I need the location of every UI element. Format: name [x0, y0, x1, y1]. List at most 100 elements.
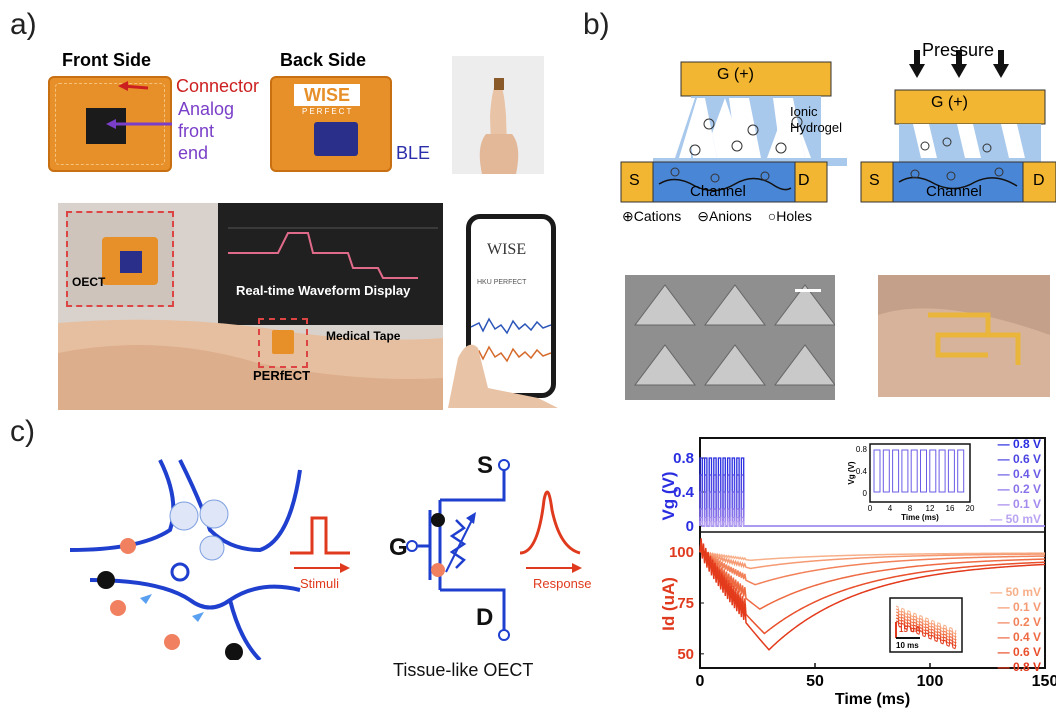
bottom-legend-entry: — 0.1 V	[998, 600, 1041, 614]
front-side-title: Front Side	[62, 50, 151, 70]
top-legend-entry: — 0.8 V	[998, 437, 1041, 451]
xtick-label: 50	[806, 673, 824, 690]
inset-trace	[895, 620, 957, 650]
bottom-series-line	[699, 544, 1046, 610]
gate-label-left: G (+)	[717, 66, 754, 83]
channel-label-left: Channel	[690, 183, 746, 200]
panel-b-schematics	[620, 50, 1056, 203]
top-legend-entry: — 0.1 V	[998, 497, 1041, 511]
monitor-text: Real-time Waveform Display	[236, 283, 411, 298]
x-axis-label: Time (ms)	[835, 691, 910, 708]
inset-pulse	[910, 449, 918, 493]
inset-trace	[895, 608, 957, 638]
inset-pulse	[938, 449, 946, 493]
inset-xlabel: Time (ms)	[901, 513, 939, 522]
top-series-line	[699, 521, 1045, 527]
inset-pulse	[873, 449, 881, 493]
legend-anions: ⊖Anions	[697, 208, 752, 224]
channel-label-right: Channel	[926, 183, 982, 200]
inset-xtick: 4	[888, 504, 893, 513]
top-legend-entry: — 0.4 V	[998, 467, 1041, 481]
inset-ytick: 0.8	[856, 445, 868, 454]
inset-pulse	[901, 449, 909, 493]
bottom-series-line	[699, 538, 1046, 651]
top-legend-entry: — 0.6 V	[998, 452, 1041, 466]
oect-caption: Tissue-like OECT	[393, 660, 534, 680]
inset-scale-x-label: 10 ms	[896, 641, 919, 650]
top-ytick-label: 0.4	[673, 484, 695, 501]
phone-photo: WISE HKU PERFECT	[448, 208, 558, 408]
bottom-ylabel: Id (uA)	[660, 577, 678, 631]
inset-trace	[895, 617, 957, 647]
inset-xtick: 12	[926, 504, 935, 513]
bottom-legend-entry: — 0.8 V	[998, 660, 1041, 674]
inset-xtick: 8	[908, 504, 913, 513]
top-ytick-label: 0	[686, 518, 694, 535]
back-side-title: Back Side	[280, 50, 367, 70]
xtick-label: 150	[1032, 673, 1056, 690]
back-board-image: WISE PERFECT	[270, 76, 392, 172]
inset-pulse	[929, 449, 937, 493]
source-label-left: S	[629, 172, 640, 189]
source-terminal-label: S	[477, 452, 494, 479]
perfect-label: PERfECT	[253, 368, 311, 383]
legend-cations: ⊕Cations	[622, 208, 682, 224]
afe-label: Analog front end	[178, 99, 235, 163]
panel-c-schematic	[69, 459, 582, 660]
inset-pulse	[920, 449, 927, 493]
inset-pulse	[882, 449, 890, 493]
pressure-label: Pressure	[922, 40, 995, 60]
top-legend-entry: — 50 mV	[990, 512, 1041, 526]
inset-trace	[895, 614, 957, 644]
panel-label-b: b)	[583, 8, 610, 41]
bottom-legend-entry: — 0.4 V	[998, 630, 1041, 644]
bottom-series-line	[699, 548, 1046, 570]
bottom-legend-entry: — 50 mV	[990, 585, 1041, 599]
inset-pulse	[892, 449, 900, 493]
drain-terminal-label: D	[476, 604, 494, 631]
bottom-legend-entry: — 0.6 V	[998, 645, 1041, 659]
connector-label: Connector	[176, 76, 260, 96]
inset-xtick: 16	[946, 504, 955, 513]
oect-inset	[66, 211, 174, 307]
panel-label-a: a)	[10, 8, 37, 41]
response-label: Response	[533, 576, 592, 591]
drain-label-right: D	[1033, 172, 1045, 189]
top-ylabel: Vg (V)	[660, 471, 678, 520]
ble-label: BLE	[396, 143, 431, 163]
hydrogel-label: Ionic Hydrogel	[790, 104, 843, 135]
bottom-legend-entry: — 0.2 V	[998, 615, 1041, 629]
source-label-right: S	[869, 172, 880, 189]
skin-device-photo	[878, 275, 1050, 397]
top-ytick-label: 0.8	[673, 450, 694, 467]
oect-label: OECT	[72, 275, 106, 289]
bottom-series-line	[699, 540, 1046, 635]
xtick-label: 100	[917, 673, 944, 690]
chart-frame	[699, 437, 1046, 669]
legend-holes: ○Holes	[767, 208, 813, 224]
sem-pyramid-image	[625, 275, 835, 400]
inset-xtick: 0	[868, 504, 873, 513]
perfect-device-box	[258, 318, 308, 368]
gate-terminal-label: G	[389, 534, 408, 561]
drain-label-left: D	[798, 172, 810, 189]
chart-container: 0.8 0.4 0 Vg (V) — 0.8 V — 0.6 V — 0.4 V — 0.2 …	[659, 436, 1056, 720]
ion-legend: ⊕Cations ⊖Anions ○Holes	[622, 208, 812, 225]
bottom-series-line	[699, 547, 1046, 586]
finger-photo	[452, 56, 544, 174]
inset-pulse	[947, 449, 955, 493]
inset-trace	[895, 605, 957, 635]
wrist-photo: Real-time Waveform Display OECT Medical …	[58, 203, 443, 410]
inset-trace	[895, 611, 957, 641]
inset-ytick: 0.4	[856, 467, 868, 476]
inset-ylabel: Vg (V)	[847, 461, 856, 484]
stimuli-label: Stimuli	[300, 576, 340, 591]
medical-tape-label: Medical Tape	[326, 329, 401, 343]
gate-label-right: G (+)	[931, 94, 968, 111]
bottom-ytick-label: 100	[669, 544, 694, 561]
bottom-ytick-label: 75	[677, 595, 694, 612]
bottom-ytick-label: 50	[677, 646, 694, 663]
panel-label-c: c)	[10, 415, 35, 448]
inset-scale-y-label: 15 uA	[899, 625, 921, 634]
